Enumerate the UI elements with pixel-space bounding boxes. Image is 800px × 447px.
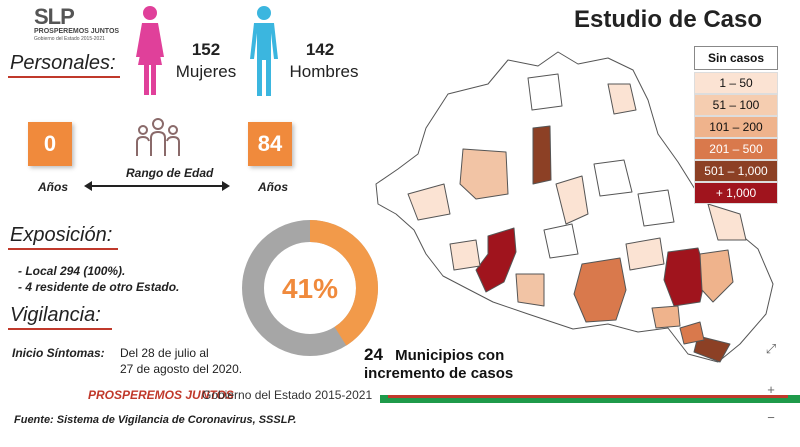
map-municipio bbox=[532, 125, 552, 185]
footer-slogan: PROSPEREMOS JUNTOS bbox=[88, 388, 234, 402]
municipios-line2: incremento de casos bbox=[364, 365, 514, 382]
footer-accent bbox=[388, 395, 788, 398]
legend-item: 1 – 50 bbox=[694, 72, 778, 94]
donut-fill-ring bbox=[242, 220, 378, 356]
inicio-sintomas-line1: Del 28 de julio al bbox=[120, 346, 209, 360]
vigilancia-underline bbox=[8, 328, 112, 330]
vigilancia-heading: Vigilancia: bbox=[10, 304, 101, 326]
state-map bbox=[375, 51, 774, 363]
female-label: Mujeres bbox=[175, 62, 237, 81]
map-municipio bbox=[693, 335, 731, 363]
map-municipio bbox=[593, 159, 633, 197]
legend-item: 51 – 100 bbox=[694, 94, 778, 116]
map-municipio bbox=[515, 273, 545, 307]
map-municipio bbox=[573, 257, 627, 323]
source-note: Fuente: Sistema de Vigilancia de Coronav… bbox=[14, 414, 297, 426]
map-municipio bbox=[663, 247, 707, 307]
expand-icon[interactable]: ⤢ bbox=[765, 341, 777, 356]
map-municipio bbox=[555, 175, 589, 225]
zoom-out-button[interactable]: − bbox=[767, 409, 775, 425]
legend-item: 501 – 1,000 bbox=[694, 160, 778, 182]
exposicion-item: - Local 294 (100%). bbox=[18, 264, 126, 278]
female-count: 152 bbox=[191, 40, 221, 59]
map-municipio bbox=[407, 183, 451, 221]
map-municipio bbox=[707, 203, 747, 241]
map-municipio bbox=[449, 239, 481, 271]
map-municipio bbox=[699, 249, 734, 303]
municipios-summary: 24 Municipios con incremento de casos bbox=[364, 346, 513, 383]
age-min-label: Años bbox=[38, 180, 68, 194]
legend-item: + 1,000 bbox=[694, 182, 778, 204]
age-range-arrow bbox=[84, 181, 230, 191]
personales-underline bbox=[8, 76, 120, 78]
page-title: Estudio de Caso bbox=[574, 6, 763, 33]
age-max-label: Años bbox=[258, 180, 288, 194]
male-figure-icon bbox=[250, 6, 278, 96]
legend-heading: Sin casos bbox=[694, 46, 778, 70]
age-max-box: 84 bbox=[248, 122, 292, 166]
legend-item: 101 – 200 bbox=[694, 116, 778, 138]
exposicion-underline bbox=[8, 248, 118, 250]
footer-gov: Gobierno del Estado 2015-2021 bbox=[202, 388, 373, 402]
percent-donut: 41% bbox=[242, 220, 378, 356]
zoom-in-button[interactable]: + bbox=[767, 381, 775, 397]
map-municipio bbox=[651, 305, 681, 329]
map-municipio bbox=[475, 227, 517, 293]
logo-tagline: PROSPEREMOS JUNTOS bbox=[34, 28, 120, 35]
logo-subtitle: Gobierno del Estado 2015-2021 bbox=[34, 36, 105, 42]
municipios-count: 24 bbox=[364, 345, 383, 364]
map-municipio bbox=[637, 189, 675, 227]
municipios-line1: Municipios con bbox=[395, 347, 505, 364]
female-figure-icon bbox=[136, 6, 164, 95]
map-municipio bbox=[543, 223, 579, 259]
map-municipio bbox=[459, 148, 509, 200]
exposicion-heading: Exposición: bbox=[10, 224, 113, 246]
map-municipio bbox=[625, 237, 665, 271]
group-people-icon bbox=[136, 118, 180, 156]
male-count: 142 bbox=[305, 40, 335, 59]
map-municipio bbox=[607, 83, 637, 115]
footer-band bbox=[380, 395, 800, 403]
logo-text: SLP bbox=[34, 4, 75, 29]
inicio-sintomas-label: Inicio Síntomas: bbox=[12, 346, 105, 360]
inicio-sintomas-line2: 27 de agosto del 2020. bbox=[120, 362, 243, 376]
map-municipio bbox=[679, 321, 705, 345]
donut-percent-label: 41% bbox=[282, 273, 338, 304]
personales-heading: Personales: bbox=[10, 52, 116, 74]
map-municipio bbox=[527, 73, 563, 111]
age-range-label: Rango de Edad bbox=[126, 166, 214, 180]
exposicion-item: - 4 residente de otro Estado. bbox=[18, 280, 180, 294]
legend-item: 201 – 500 bbox=[694, 138, 778, 160]
age-min-box: 0 bbox=[28, 122, 72, 166]
male-label: Hombres bbox=[289, 62, 359, 81]
